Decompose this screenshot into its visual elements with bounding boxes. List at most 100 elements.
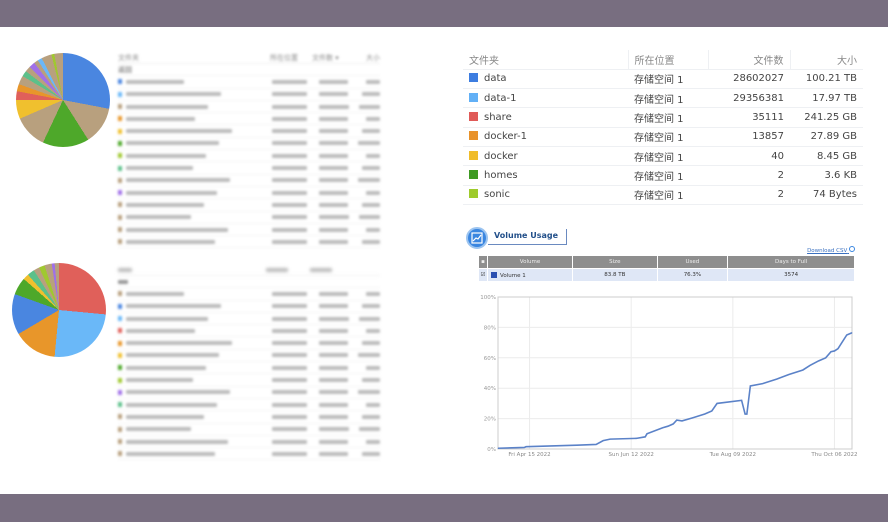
folder-row[interactable]: share 存储空间 1 35111 241.25 GB xyxy=(463,107,863,128)
usage-point xyxy=(746,413,748,415)
blurred-row[interactable] xyxy=(118,150,380,163)
blurred-row[interactable] xyxy=(118,76,380,89)
volume-row[interactable]: ☑ Volume 1 83.8 TB 76.3% 3574 xyxy=(478,268,855,282)
folder-color-icon xyxy=(469,73,478,83)
folder-name: homes xyxy=(484,169,518,181)
folder-size: 100.21 TB xyxy=(790,69,863,90)
usage-point xyxy=(809,365,811,366)
folder-name: sonic xyxy=(484,189,510,201)
usage-point xyxy=(636,437,637,439)
plot-border xyxy=(497,296,853,450)
blurred-row[interactable] xyxy=(118,436,380,449)
header-count[interactable]: 文件数 xyxy=(708,50,791,70)
y-tick-label: 0% xyxy=(487,447,496,453)
folder-name: share xyxy=(484,112,512,124)
usage-point xyxy=(834,350,835,352)
back-link[interactable]: 返回 xyxy=(118,65,132,74)
blurred-row[interactable] xyxy=(118,448,380,461)
usage-point xyxy=(830,351,832,353)
volume-days: 3574 xyxy=(727,268,855,282)
folder-location: 存储空间 1 xyxy=(628,107,708,128)
folder-table-blurred-2 xyxy=(118,264,381,461)
folder-size: 3.6 KB xyxy=(790,165,863,186)
y-tick-label: 20% xyxy=(484,417,496,423)
volume-checkbox[interactable]: ☑ xyxy=(478,268,488,282)
blurred-row[interactable] xyxy=(118,101,380,114)
download-csv-label[interactable]: Download CSV xyxy=(807,248,848,254)
blurred-row[interactable] xyxy=(118,162,380,175)
header-count[interactable]: 文件数 ▾ xyxy=(312,53,339,62)
blurred-row[interactable] xyxy=(118,212,381,224)
header-size: 大小 xyxy=(366,53,380,62)
blurred-row[interactable] xyxy=(118,362,380,375)
blurred-row[interactable] xyxy=(118,374,380,387)
blurred-row[interactable] xyxy=(118,187,380,200)
blurred-row[interactable] xyxy=(118,288,380,301)
header-volume[interactable]: Volume xyxy=(487,255,573,269)
blurred-row[interactable] xyxy=(118,175,380,187)
download-csv-link[interactable]: Download CSV xyxy=(807,246,855,254)
folder-color-icon xyxy=(469,112,478,122)
blurred-row[interactable] xyxy=(118,387,380,399)
blurred-row[interactable] xyxy=(118,199,380,212)
blurred-row[interactable] xyxy=(118,236,380,249)
usage-point xyxy=(525,446,527,448)
usage-point xyxy=(602,440,604,442)
folder-count: 2 xyxy=(708,165,790,186)
x-tick-label: Fri Apr 15 2022 xyxy=(508,452,550,458)
header-used[interactable]: Used xyxy=(656,255,729,269)
usage-point xyxy=(825,357,827,359)
folder-count: 35111 xyxy=(708,107,790,128)
folder-row[interactable]: docker 存储空间 1 40 8.45 GB xyxy=(463,146,863,167)
select-all-checkbox[interactable]: ▪ xyxy=(478,255,488,269)
blurred-row[interactable] xyxy=(118,113,380,126)
folder-location: 存储空间 1 xyxy=(628,146,708,167)
folder-row[interactable]: data-1 存储空间 1 29356381 17.97 TB xyxy=(463,88,863,109)
header-size[interactable]: 大小 xyxy=(790,50,863,70)
header-days-to-full[interactable]: Days to Full xyxy=(727,255,855,269)
volume-usage-tab[interactable]: Volume Usage xyxy=(488,229,567,245)
folder-row[interactable]: docker-1 存储空间 1 13857 27.89 GB xyxy=(463,127,863,147)
folder-pie-chart xyxy=(16,53,110,147)
blurred-row[interactable] xyxy=(118,125,380,138)
blurred-row[interactable] xyxy=(118,89,380,101)
volume-table: ▪ Volume Size Used Days to Full ☑ Volume 1 83.… xyxy=(478,255,855,282)
folder-size: 17.97 TB xyxy=(790,88,863,109)
folder-size: 8.45 GB xyxy=(790,146,863,167)
volume-usage-chart: 0% 20% 40% 60% 80% 100% Fri Apr 15 2022 Sun Jun… xyxy=(480,295,857,458)
blurred-row[interactable] xyxy=(118,325,380,338)
x-tick-label: Tue Aug 09 2022 xyxy=(709,452,756,458)
blurred-row[interactable] xyxy=(118,350,381,363)
folder-row[interactable]: homes 存储空间 1 2 3.6 KB xyxy=(463,165,863,186)
folder-size: 74 Bytes xyxy=(790,185,863,205)
usage-point xyxy=(609,438,611,440)
blurred-row[interactable] xyxy=(118,224,380,237)
folder-row[interactable]: sonic 存储空间 1 2 74 Bytes xyxy=(463,185,863,205)
usage-point xyxy=(802,369,804,371)
blurred-row[interactable] xyxy=(118,313,380,326)
usage-point xyxy=(851,332,853,334)
header-location[interactable]: 所在位置 xyxy=(628,50,709,70)
header-folder[interactable]: 文件夹 xyxy=(463,50,629,70)
header-size[interactable]: Size xyxy=(572,255,658,269)
folder-row[interactable]: data 存储空间 1 28602027 100.21 TB xyxy=(463,69,863,90)
blurred-row[interactable] xyxy=(118,399,380,412)
folder-location: 存储空间 1 xyxy=(628,127,708,147)
usage-point xyxy=(576,444,578,446)
blurred-row[interactable] xyxy=(118,301,380,313)
folder-pie-chart-2 xyxy=(12,263,106,357)
blurred-row[interactable] xyxy=(118,138,381,151)
folder-table: 文件夹 所在位置 文件数 大小 data 存储空间 1 28602027 100.21… xyxy=(463,50,863,205)
bottom-band xyxy=(0,494,888,522)
blurred-row[interactable] xyxy=(118,337,380,350)
blurred-row[interactable] xyxy=(118,424,381,436)
folder-name: data xyxy=(484,73,507,85)
usage-point xyxy=(646,433,648,435)
usage-point xyxy=(672,423,674,425)
blurred-row[interactable] xyxy=(118,411,380,424)
x-tick-label: Sun Jun 12 2022 xyxy=(609,452,654,458)
volume-name: Volume 1 xyxy=(500,272,526,279)
top-band xyxy=(0,0,888,27)
usage-point xyxy=(681,420,683,422)
folder-name: docker xyxy=(484,150,518,162)
